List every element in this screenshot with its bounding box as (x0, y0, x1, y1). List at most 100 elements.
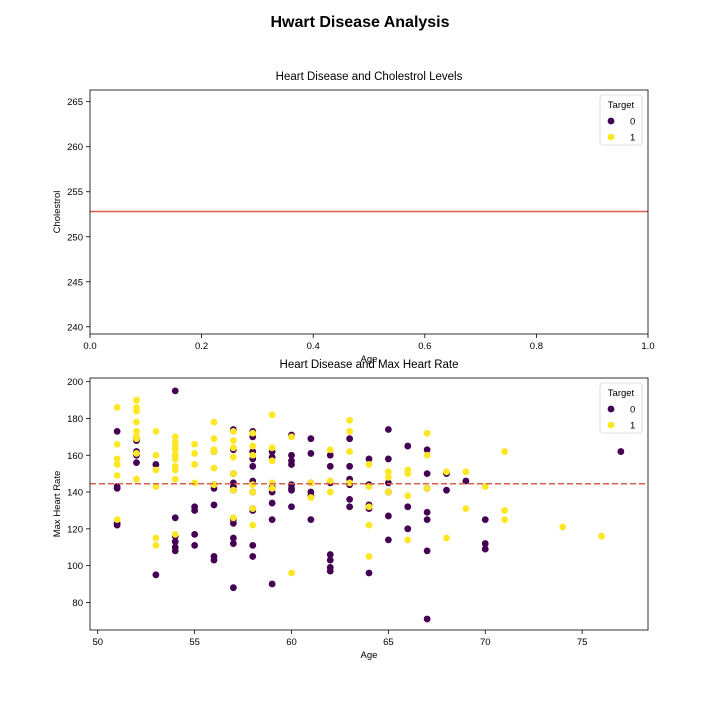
scatter-point-target-0 (307, 435, 315, 443)
legend: Target 0 1 (599, 382, 643, 434)
scatter-point-target-0 (481, 516, 489, 524)
scatter-point-target-0 (423, 446, 431, 454)
legend-marker-target-0 (607, 405, 615, 413)
scatter-point-target-0 (423, 547, 431, 555)
scatter-point-target-1 (346, 448, 354, 455)
scatter-point-target-0 (365, 569, 373, 577)
scatter-point-target-0 (307, 450, 315, 457)
scatter-point-target-0 (346, 435, 354, 443)
scatter-point-target-0 (346, 462, 354, 470)
scatter-point-target-1 (229, 437, 237, 444)
scatter-point-target-0 (268, 499, 276, 507)
scatter-point-target-0 (326, 556, 334, 564)
y-axis-label: Cholestrol (52, 191, 63, 234)
scatter-point-target-0 (307, 516, 315, 524)
scatter-point-target-1 (191, 450, 199, 457)
axes-frame (89, 377, 649, 631)
legend-marker-target-0 (607, 117, 615, 125)
scatter-point-target-1 (249, 521, 257, 529)
scatter-point-target-0 (481, 540, 489, 547)
scatter-point-target-0 (249, 462, 257, 470)
x-tick-label: 70 (480, 637, 491, 648)
scatter-point-target-1 (229, 444, 237, 452)
scatter-point-target-1 (423, 429, 431, 437)
scatter-point-target-1 (229, 514, 237, 522)
scatter-point-target-0 (384, 479, 392, 487)
max-heart-rate-axes: Heart Disease and Max Heart Rate 50 55 60 65… (52, 359, 649, 661)
scatter-point-target-0 (249, 553, 257, 560)
scatter-point-target-1 (210, 418, 218, 426)
scatter-points (113, 387, 625, 623)
scatter-point-target-0 (191, 541, 199, 549)
scatter-point-target-0 (171, 387, 179, 395)
scatter-point-target-1 (229, 427, 237, 435)
x-tick-label: 75 (577, 637, 588, 648)
scatter-point-target-0 (229, 540, 237, 547)
scatter-point-target-0 (229, 519, 237, 527)
scatter-point-target-1 (133, 407, 140, 415)
scatter-point-target-1 (423, 451, 431, 459)
scatter-point-target-0 (249, 541, 257, 549)
x-axis-label: Age (361, 650, 378, 661)
scatter-point-target-1 (501, 516, 509, 524)
scatter-point-target-1 (346, 416, 354, 424)
scatter-point-target-1 (326, 477, 334, 485)
x-tick-label: 0.6 (418, 341, 431, 352)
scatter-point-target-0 (326, 451, 334, 459)
scatter-point-target-0 (288, 451, 295, 459)
scatter-point-target-1 (152, 427, 160, 435)
scatter-point-target-1 (210, 481, 218, 489)
scatter-point-target-0 (423, 508, 431, 516)
scatter-point-target-0 (404, 442, 412, 450)
scatter-point-target-0 (113, 484, 121, 492)
scatter-point-target-0 (113, 427, 121, 435)
scatter-point-target-1 (346, 427, 354, 435)
x-tick-label: 55 (189, 637, 200, 648)
scatter-point-target-0 (617, 448, 625, 455)
scatter-point-target-1 (307, 494, 315, 501)
scatter-point-target-0 (210, 501, 218, 509)
scatter-point-target-0 (423, 615, 431, 623)
x-tick-label: 50 (92, 637, 103, 648)
scatter-point-target-1 (346, 479, 354, 487)
scatter-point-target-0 (229, 584, 237, 592)
y-tick-label: 260 (67, 142, 83, 153)
scatter-point-target-1 (133, 475, 140, 483)
scatter-point-target-1 (171, 446, 179, 454)
x-tick-label: 60 (286, 637, 297, 648)
scatter-point-target-1 (249, 442, 257, 450)
scatter-point-target-0 (171, 538, 179, 546)
figure-suptitle: Hwart Disease Analysis (270, 14, 449, 31)
scatter-point-target-1 (171, 466, 179, 474)
cholesterol-axes: Heart Disease and Cholestrol Levels 0.0 0.… (52, 71, 655, 365)
axes-title: Heart Disease and Max Heart Rate (280, 359, 459, 371)
scatter-point-target-0 (384, 536, 392, 544)
scatter-point-target-0 (346, 503, 354, 511)
x-tick-label: 0.8 (530, 341, 543, 352)
y-tick-label: 100 (67, 561, 83, 572)
scatter-point-target-1 (268, 411, 276, 419)
scatter-point-target-1 (326, 446, 334, 454)
legend-label: 1 (630, 421, 635, 432)
scatter-point-target-1 (404, 492, 412, 500)
y-axis-label: Max Heart Rate (52, 471, 63, 538)
legend-marker-target-1 (607, 421, 615, 429)
scatter-point-target-0 (384, 512, 392, 520)
scatter-point-target-1 (326, 488, 334, 496)
scatter-point-target-1 (268, 484, 276, 492)
scatter-point-target-0 (462, 477, 470, 485)
scatter-point-target-1 (152, 541, 160, 549)
scatter-point-target-1 (191, 461, 199, 468)
scatter-point-target-1 (384, 473, 392, 481)
scatter-point-target-1 (288, 569, 295, 577)
scatter-point-target-0 (191, 530, 199, 538)
scatter-point-target-1 (365, 461, 373, 468)
scatter-point-target-1 (268, 444, 276, 452)
scatter-point-target-0 (326, 551, 334, 558)
scatter-point-target-1 (365, 483, 373, 490)
x-tick-label: 1.0 (641, 341, 654, 352)
scatter-point-target-1 (365, 503, 373, 511)
scatter-point-target-0 (288, 503, 295, 511)
x-tick-label: 0.4 (307, 341, 320, 352)
